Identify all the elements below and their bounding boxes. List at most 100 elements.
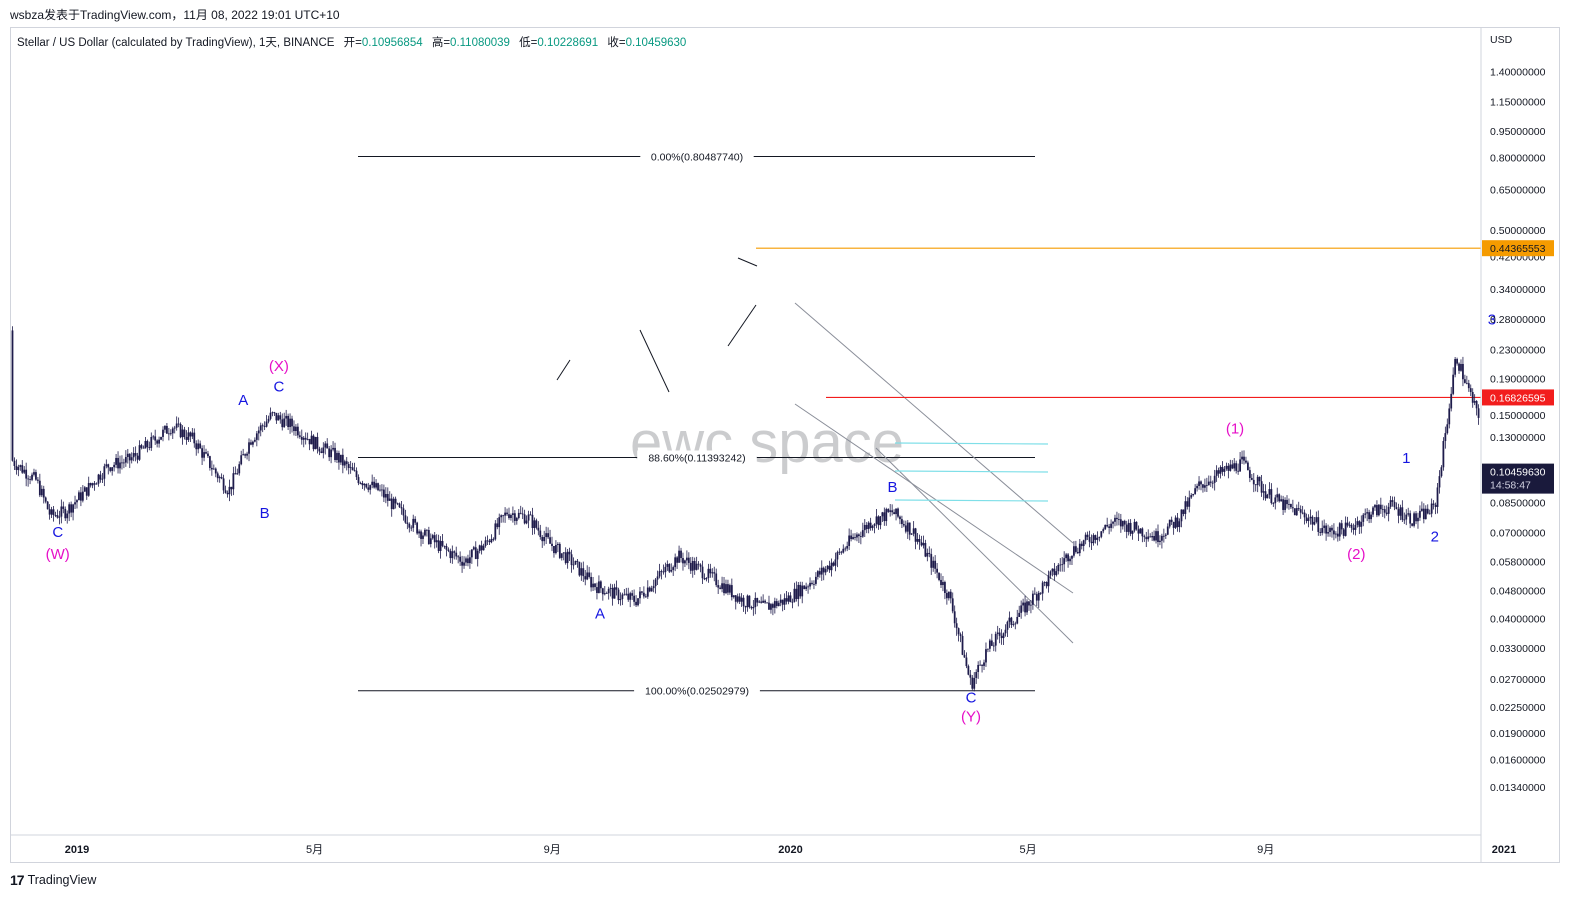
candle-body: [1008, 617, 1011, 622]
candle-body: [269, 412, 272, 419]
candle-body: [535, 520, 538, 528]
candle-body: [484, 540, 487, 546]
candle-body: [1377, 504, 1380, 516]
high-value: 0.11080039: [450, 37, 510, 49]
candle-body: [590, 576, 593, 588]
candle-body: [967, 666, 970, 675]
candle-body: [728, 585, 731, 593]
candle-body: [832, 562, 835, 566]
wave-label: B: [260, 505, 270, 522]
y-tick-label: 0.03300000: [1490, 643, 1546, 655]
y-tick-label: 0.04000000: [1490, 614, 1546, 626]
high-label: 高=: [431, 37, 451, 49]
candle-body: [560, 553, 563, 558]
candle-body: [494, 523, 497, 540]
candle-body: [856, 534, 858, 538]
candle-body: [1424, 508, 1427, 520]
candle-body: [1446, 424, 1449, 434]
candle-body: [523, 514, 526, 524]
candle-body: [250, 442, 252, 445]
candle-body: [875, 516, 878, 525]
candle-body: [619, 599, 622, 601]
candle-body: [762, 600, 765, 603]
candle-body: [185, 436, 188, 440]
candle-body: [918, 538, 921, 543]
candle-body: [1051, 568, 1054, 572]
candle-body: [156, 440, 159, 444]
candle-body: [985, 649, 987, 663]
publish-header: wsbza发表于TradingView.com，11月 08, 2022 19:…: [10, 8, 340, 22]
candle-body: [963, 654, 966, 658]
candle-body: [40, 488, 43, 496]
chart-frame: [10, 27, 1560, 863]
candle-body: [1172, 521, 1175, 528]
candle-body: [621, 594, 624, 600]
candle-body: [425, 529, 428, 531]
candle-body: [267, 418, 270, 422]
candle-body: [58, 516, 61, 518]
candle-body: [656, 576, 659, 580]
x-tick-label: 2020: [778, 844, 802, 856]
candle-body: [359, 482, 362, 484]
candle-body: [795, 588, 798, 600]
candle-body: [1362, 514, 1365, 522]
candle-body: [281, 419, 284, 428]
candle-body: [588, 572, 591, 577]
candle-body: [1286, 499, 1288, 505]
candle-body: [463, 562, 465, 566]
candle-body: [773, 601, 776, 608]
candle-body: [169, 433, 172, 435]
candle-body: [326, 443, 329, 449]
candle-body: [81, 491, 84, 501]
candle-body: [996, 632, 999, 634]
candle-body: [486, 540, 489, 542]
candle-body: [261, 425, 264, 427]
candle-body: [1333, 530, 1335, 535]
candle-body: [31, 474, 33, 480]
candle-body: [992, 645, 995, 647]
last-price-value: 0.10459630: [1490, 467, 1546, 479]
candle-body: [611, 587, 614, 599]
candle-body: [787, 595, 790, 602]
candle-body: [1399, 507, 1402, 516]
candle-body: [394, 498, 397, 504]
candle-body: [218, 477, 221, 479]
bar-countdown: 14:58:47: [1490, 480, 1531, 492]
candle-body: [525, 520, 528, 524]
candle-body: [13, 460, 16, 467]
candle-body: [816, 571, 819, 577]
candle-body: [633, 595, 636, 602]
candle-body: [752, 607, 755, 609]
footer-brand[interactable]: 17 TradingView: [10, 872, 96, 888]
candle-body: [897, 508, 899, 517]
candle-body: [1090, 541, 1093, 544]
candle-body: [775, 601, 778, 606]
candle-body: [33, 472, 35, 475]
candle-body: [1074, 546, 1077, 552]
candle-body: [760, 601, 763, 603]
open-label: 开=: [343, 37, 362, 49]
candle-body: [799, 584, 802, 597]
candle-body: [513, 513, 516, 521]
candle-body: [1323, 525, 1326, 528]
candle-body: [1450, 393, 1453, 409]
candle-body: [725, 584, 727, 594]
candle-body: [957, 628, 960, 635]
candle-body: [64, 508, 67, 519]
candle-body: [1409, 513, 1412, 524]
wave-label: (1): [1226, 421, 1244, 438]
candle-body: [584, 576, 587, 580]
candle-body: [199, 443, 202, 449]
candle-body: [38, 480, 41, 496]
candle-body: [834, 559, 837, 566]
candle-body: [1190, 495, 1193, 498]
candle-body: [132, 453, 135, 458]
candle-body: [1114, 517, 1116, 522]
candle-body: [1290, 503, 1292, 508]
candle-body: [27, 478, 30, 480]
candle-body: [529, 514, 532, 516]
candle-body: [887, 509, 890, 512]
candle-body: [867, 522, 870, 530]
candle-body: [312, 435, 315, 450]
